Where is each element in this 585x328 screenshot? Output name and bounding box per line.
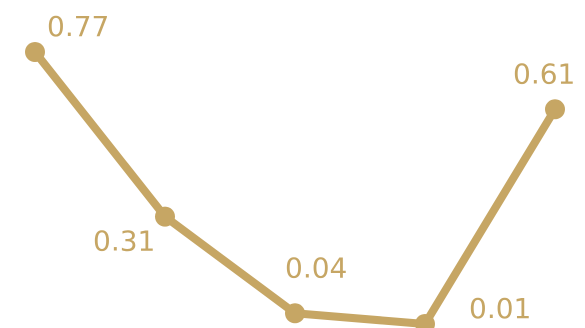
data-label-4: 0.01 (469, 292, 531, 325)
data-label-5: 0.61 (513, 57, 575, 90)
data-points (25, 42, 565, 328)
data-point-5 (545, 99, 565, 120)
data-labels: 0.77 0.31 0.04 0.01 0.61 (47, 10, 575, 325)
data-label-2: 0.31 (93, 225, 155, 258)
data-point-4 (415, 314, 435, 328)
data-point-3 (285, 303, 305, 324)
data-point-2 (155, 206, 175, 227)
data-point-1 (25, 42, 45, 62)
data-label-1: 0.77 (47, 10, 109, 43)
data-label-3: 0.04 (285, 251, 347, 284)
